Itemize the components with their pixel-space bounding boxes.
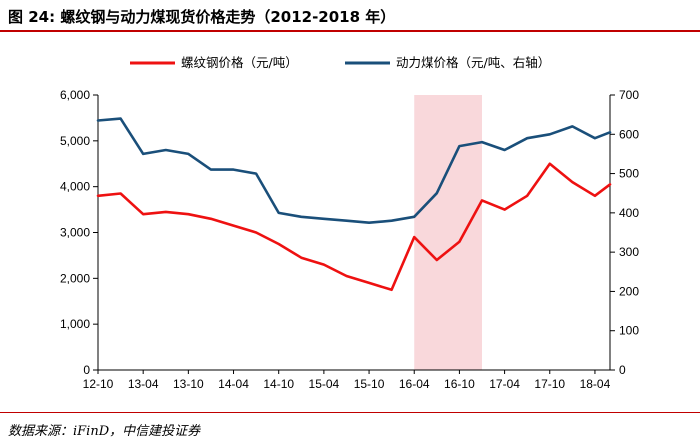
axes: 0 1,000 2,000 3,000 4,000 5,000 6,000 0 100 200 30…: [60, 88, 639, 391]
left-tick-label: 5,000: [60, 134, 90, 148]
right-tick-label: 300: [619, 245, 639, 259]
price-chart: 0 1,000 2,000 3,000 4,000 5,000 6,000 0 100 200 30…: [60, 55, 639, 391]
series-lines: [96, 117, 612, 292]
rebar-price-line: [96, 162, 612, 292]
right-tick-label: 200: [619, 284, 639, 298]
figure-title: 图 24: 螺纹钢与动力煤现货价格走势（2012-2018 年）: [8, 8, 396, 26]
x-tick-label: 15-04: [309, 377, 340, 391]
left-tick-label: 3,000: [60, 226, 90, 240]
right-tick-label: 700: [619, 88, 639, 102]
source-note: 数据来源：iFinD，中信建投证券: [8, 424, 201, 439]
highlight-band: [414, 95, 482, 370]
figure-header: 图 24: 螺纹钢与动力煤现货价格走势（2012-2018 年）: [0, 0, 700, 30]
x-tick-label: 13-10: [173, 377, 204, 391]
left-tick-label: 2,000: [60, 271, 90, 285]
right-tick-label: 100: [619, 324, 639, 338]
coal-price-line: [96, 117, 612, 224]
right-tick-label: 600: [619, 127, 639, 141]
x-tick-label: 17-04: [489, 377, 520, 391]
x-tick-label: 16-10: [444, 377, 475, 391]
x-tick-label: 16-04: [399, 377, 430, 391]
x-tick-label: 17-10: [534, 377, 565, 391]
x-tick-label: 18-04: [580, 377, 611, 391]
header-divider: [0, 30, 700, 32]
left-tick-label: 6,000: [60, 88, 90, 102]
left-tick-label: 1,000: [60, 317, 90, 331]
x-tick-label: 12-10: [83, 377, 114, 391]
footer-divider: [0, 412, 700, 413]
x-tick-label: 14-10: [263, 377, 294, 391]
x-tick-label: 14-04: [218, 377, 249, 391]
right-tick-label: 0: [619, 363, 626, 377]
left-tick-label: 0: [83, 363, 90, 377]
x-tick-label: 13-04: [128, 377, 159, 391]
x-tick-label: 15-10: [354, 377, 385, 391]
legend-label-rebar: 螺纹钢价格（元/吨）: [181, 55, 298, 70]
legend-label-coal: 动力煤价格（元/吨、右轴）: [396, 55, 550, 70]
left-tick-label: 4,000: [60, 180, 90, 194]
legend: 螺纹钢价格（元/吨） 动力煤价格（元/吨、右轴）: [130, 55, 550, 70]
right-tick-label: 400: [619, 206, 639, 220]
right-tick-label: 500: [619, 167, 639, 181]
